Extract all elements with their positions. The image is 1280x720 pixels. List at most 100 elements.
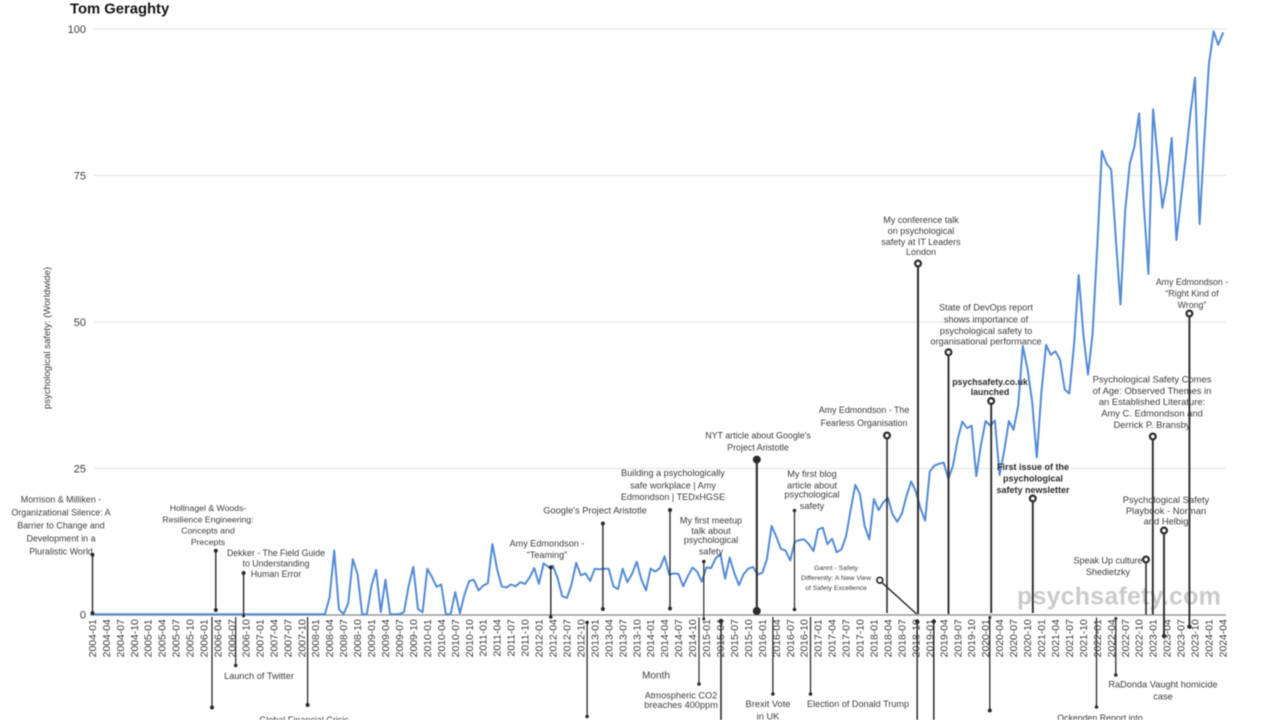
svg-text:Gannt - Safety: Gannt - Safety [814,565,858,572]
svg-text:2011-07: 2011-07 [507,619,518,657]
svg-text:2005-10: 2005-10 [186,619,197,657]
svg-text:2020-01: 2020-01 [981,619,992,657]
svg-text:Project Aristotle: Project Aristotle [727,442,789,452]
svg-text:safety at IT Leaders: safety at IT Leaders [881,237,961,247]
svg-text:to Understanding: to Understanding [243,559,310,569]
svg-text:Amy Edmondson -: Amy Edmondson - [510,539,585,549]
svg-text:Concepts and: Concepts and [181,526,235,536]
svg-text:2013-10: 2013-10 [632,619,643,657]
svg-text:RaDonda Vaught homicide: RaDonda Vaught homicide [1108,680,1217,690]
svg-text:2011-04: 2011-04 [493,619,504,657]
svg-text:2007-04: 2007-04 [269,619,280,657]
svg-text:on psychological: on psychological [888,226,955,236]
svg-text:“Teaming”: “Teaming” [527,550,567,560]
svg-text:My first blog: My first blog [787,469,837,479]
svg-text:Building a psychologically: Building a psychologically [621,468,725,478]
svg-text:My first meetup: My first meetup [680,515,742,525]
svg-text:psychsafety.com: psychsafety.com [1017,583,1221,611]
svg-text:psychological safety: (Worldwi: psychological safety: (Worldwide) [42,267,53,409]
svg-text:2019-07: 2019-07 [953,619,964,657]
svg-text:State of DevOps report: State of DevOps report [939,303,1033,313]
svg-text:2006-07: 2006-07 [228,619,239,657]
svg-text:2009-07: 2009-07 [395,619,406,657]
svg-text:Global Financial Crisis: Global Financial Crisis [259,715,349,720]
svg-text:Brexit Vote: Brexit Vote [746,699,791,709]
svg-text:Precepts: Precepts [191,537,226,547]
svg-text:Dekker - The Field Guide: Dekker - The Field Guide [227,548,325,558]
svg-text:2022-10: 2022-10 [1135,619,1146,657]
svg-text:50: 50 [74,317,86,329]
svg-text:organisational performance: organisational performance [930,337,1041,347]
svg-text:Human Error: Human Error [251,569,301,579]
svg-text:2009-10: 2009-10 [409,619,420,657]
svg-text:Psychological Safety Comes: Psychological Safety Comes [1093,374,1212,385]
svg-text:Wrong”: Wrong” [1178,300,1207,310]
svg-text:2008-04: 2008-04 [325,619,336,657]
svg-text:2016-07: 2016-07 [786,619,797,657]
svg-text:Amy Edmondson - The: Amy Edmondson - The [819,405,910,415]
svg-text:2017-10: 2017-10 [856,619,867,657]
svg-text:Launch of Twitter: Launch of Twitter [224,671,294,681]
svg-text:talk about: talk about [691,526,731,536]
svg-text:Hollnagel & Woods-: Hollnagel & Woods- [170,503,247,513]
svg-text:2015-10: 2015-10 [744,619,755,657]
svg-text:2005-04: 2005-04 [158,619,169,657]
svg-text:2018-04: 2018-04 [884,619,895,657]
svg-text:2021-01: 2021-01 [1037,619,1048,657]
svg-text:of Age: Observed Themes in: of Age: Observed Themes in [1093,385,1212,396]
svg-text:2004-07: 2004-07 [116,619,127,657]
svg-text:2021-07: 2021-07 [1065,619,1076,657]
svg-text:2024-04: 2024-04 [1219,619,1230,657]
svg-text:2016-04: 2016-04 [772,619,783,657]
svg-text:2019-01: 2019-01 [925,619,936,657]
svg-text:2010-01: 2010-01 [423,619,434,657]
svg-text:Derrick P. Bransby: Derrick P. Bransby [1114,419,1191,430]
svg-text:2008-07: 2008-07 [339,619,350,657]
svg-text:2012-07: 2012-07 [563,619,574,657]
svg-text:London: London [906,247,936,257]
svg-text:2022-04: 2022-04 [1107,619,1118,657]
svg-text:2013-07: 2013-07 [618,619,629,657]
svg-text:100: 100 [68,24,86,36]
svg-text:shows importance of: shows importance of [944,315,1029,325]
svg-text:safety newsletter: safety newsletter [996,485,1070,495]
svg-text:2012-10: 2012-10 [576,619,587,657]
svg-text:2023-07: 2023-07 [1177,619,1188,657]
svg-text:2007-01: 2007-01 [255,619,266,657]
svg-text:2012-01: 2012-01 [535,619,546,657]
svg-text:2006-01: 2006-01 [200,619,211,657]
svg-text:75: 75 [74,171,86,183]
svg-text:Month: Month [642,671,670,682]
svg-text:2004-04: 2004-04 [102,619,113,657]
svg-text:Pluralistic World: Pluralistic World [29,547,93,557]
svg-text:2014-04: 2014-04 [660,619,671,657]
svg-text:2018-07: 2018-07 [898,619,909,657]
svg-text:2014-10: 2014-10 [688,619,699,657]
svg-text:Atmospheric CO2: Atmospheric CO2 [645,691,718,701]
svg-text:Morrison & Milliken -: Morrison & Milliken - [21,495,101,505]
svg-text:2014-01: 2014-01 [646,619,657,657]
svg-text:2014-07: 2014-07 [674,619,685,657]
svg-text:2017-04: 2017-04 [828,619,839,657]
svg-text:safe workplace | Amy: safe workplace | Amy [630,480,716,490]
svg-text:Shedietzky: Shedietzky [1086,567,1131,577]
svg-text:2020-04: 2020-04 [995,619,1006,657]
svg-text:case: case [1153,692,1172,702]
svg-text:2010-07: 2010-07 [451,619,462,657]
svg-text:Ockenden Report into: Ockenden Report into [1057,713,1143,720]
svg-text:2019-04: 2019-04 [939,619,950,657]
svg-text:2020-10: 2020-10 [1023,619,1034,657]
svg-text:2021-04: 2021-04 [1051,619,1062,657]
svg-text:psychological: psychological [1003,474,1063,484]
svg-text:Amy C. Edmondson and: Amy C. Edmondson and [1101,407,1203,418]
svg-text:2024-01: 2024-01 [1205,619,1216,657]
svg-text:2020-07: 2020-07 [1009,619,1020,657]
svg-text:NYT article about Google's: NYT article about Google's [705,431,811,441]
svg-text:2018-01: 2018-01 [870,619,881,657]
svg-text:in UK: in UK [757,712,781,720]
svg-text:2010-10: 2010-10 [465,619,476,657]
svg-text:psychological: psychological [784,489,839,499]
svg-text:2005-01: 2005-01 [144,619,155,657]
svg-text:2022-01: 2022-01 [1093,619,1104,657]
svg-text:Tom Geraghty: Tom Geraghty [70,2,170,18]
